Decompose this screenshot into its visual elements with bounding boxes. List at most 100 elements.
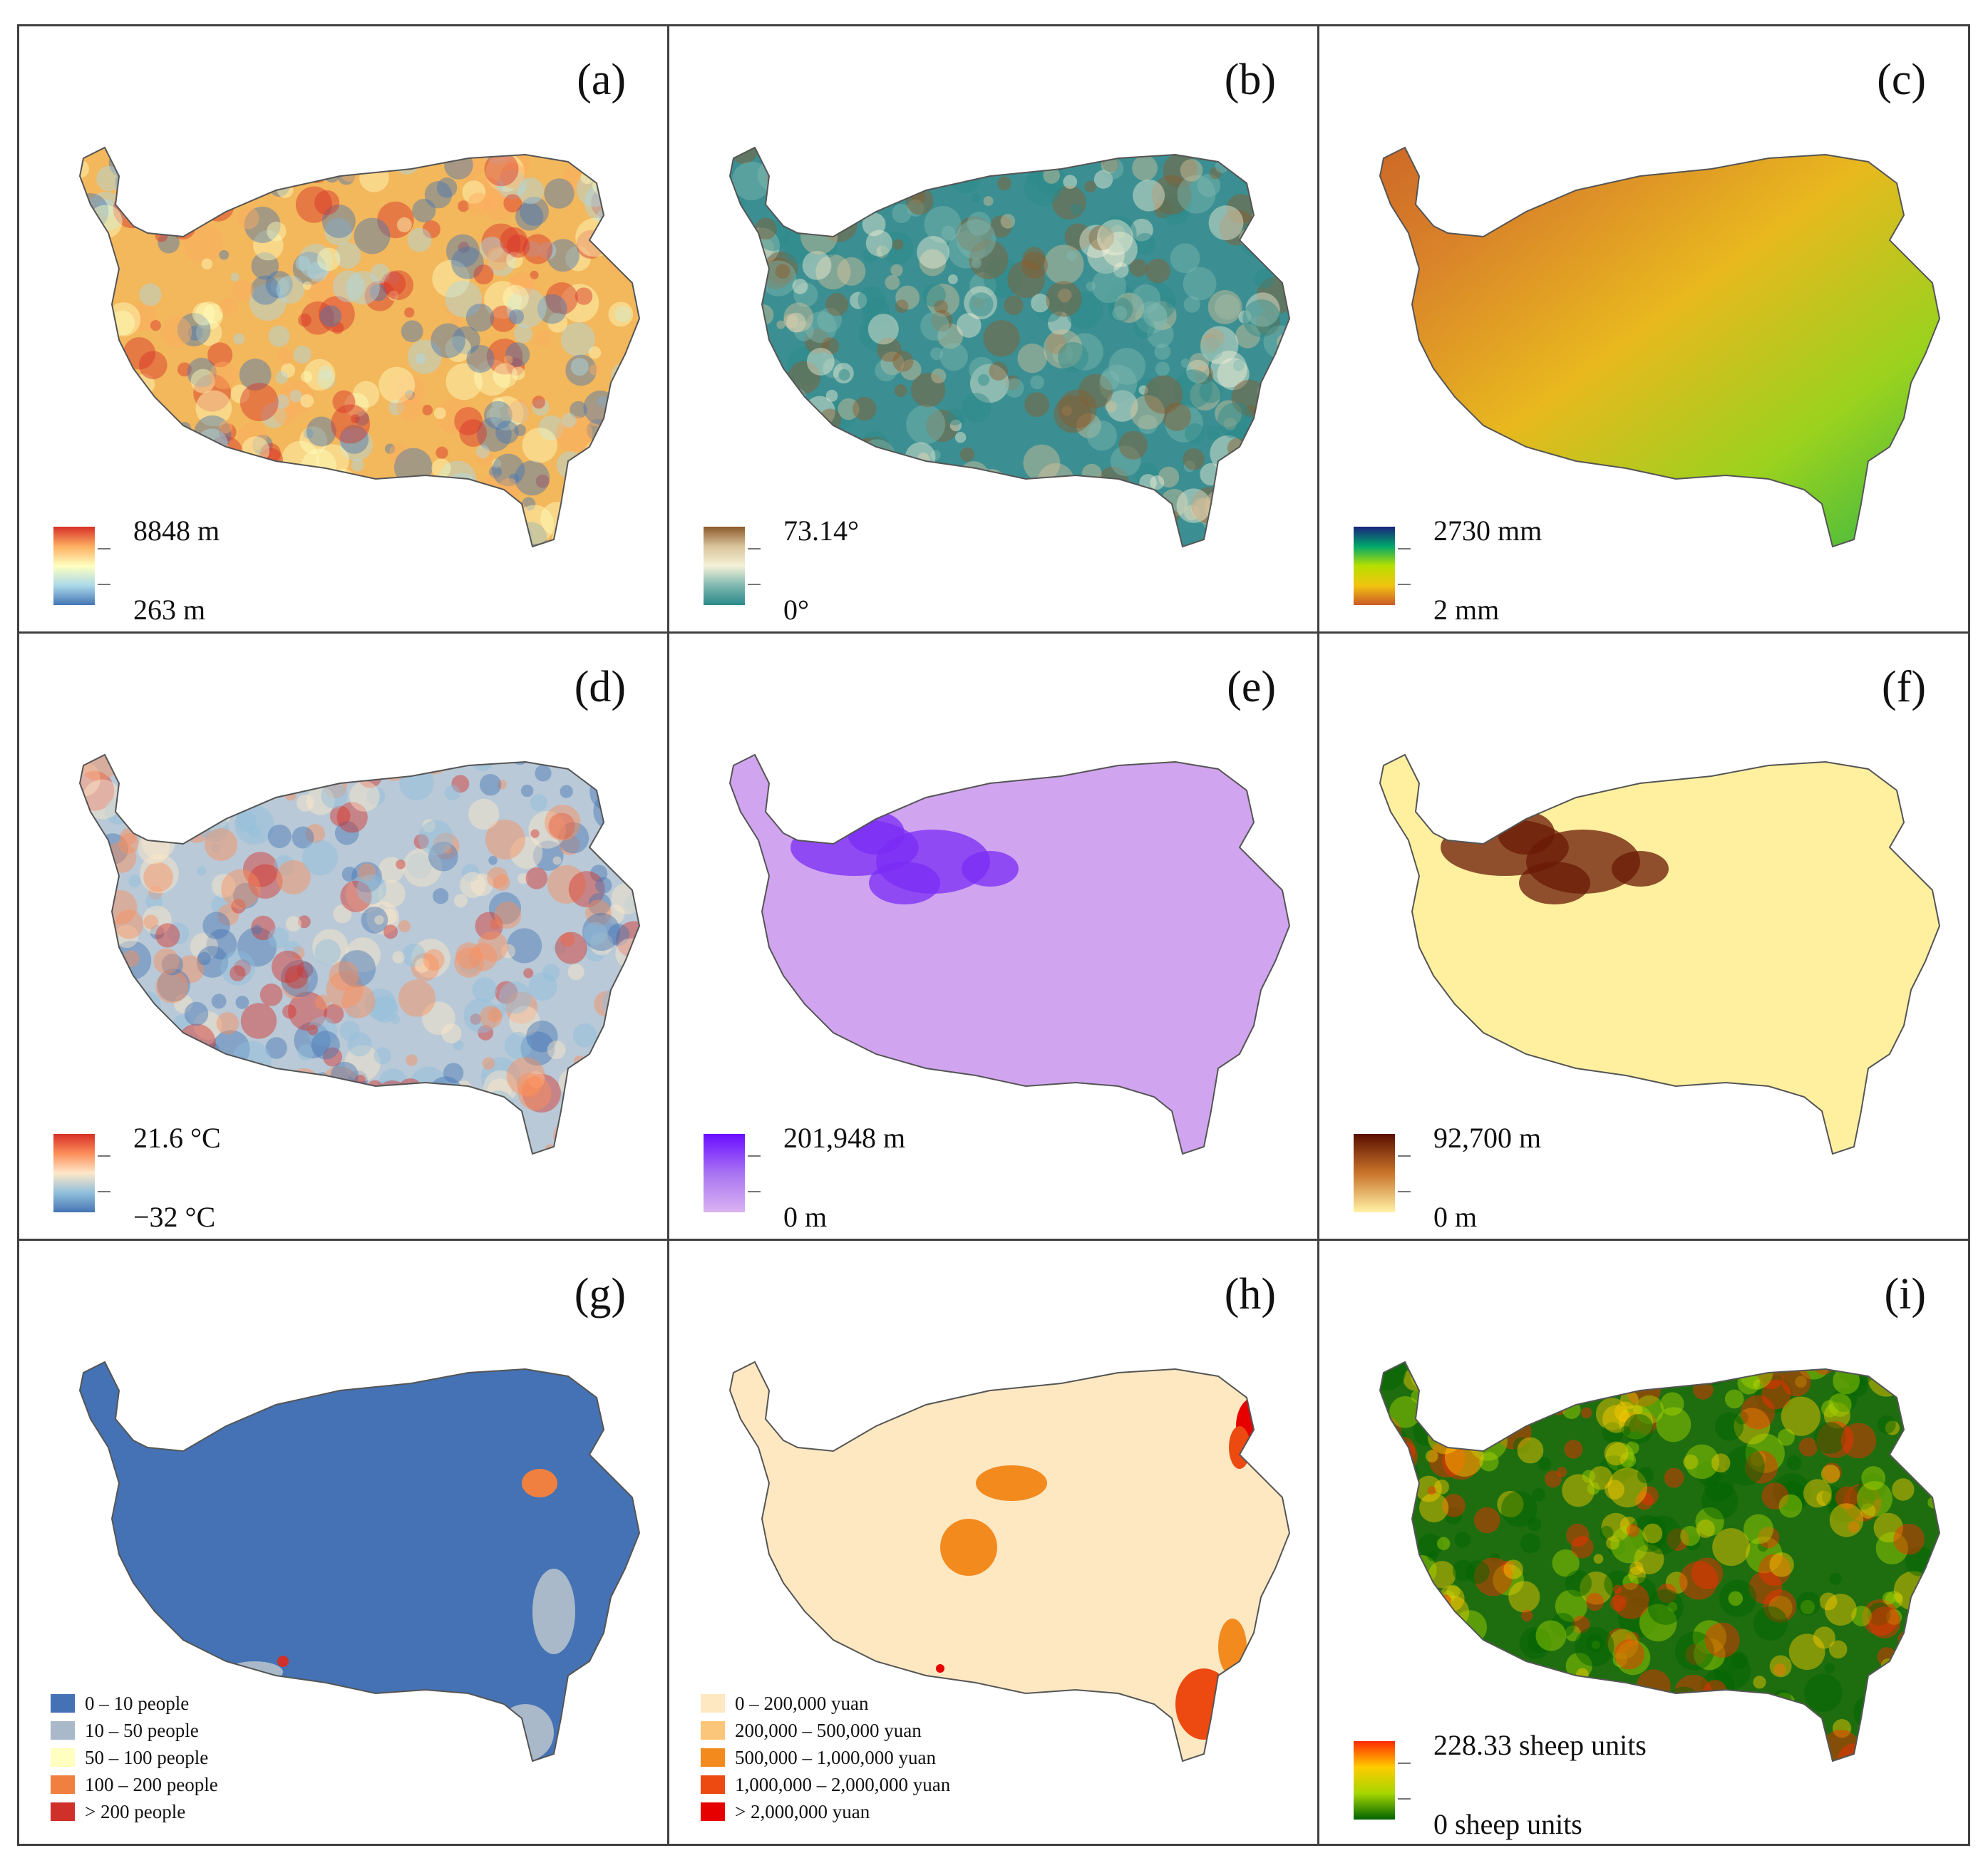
region-map	[728, 1361, 1291, 1763]
legend-min-label: 263 m	[133, 594, 206, 626]
legend-label: 0 – 200,000 yuan	[735, 1692, 869, 1714]
panel-label: (d)	[574, 663, 626, 711]
region-map	[78, 753, 641, 1155]
panel-label: (i)	[1884, 1270, 1926, 1319]
legend-swatch	[51, 1748, 75, 1767]
legend-item: 0 – 200,000 yuan	[701, 1690, 950, 1717]
panel-label: (f)	[1882, 663, 1926, 711]
legend-tick	[98, 1191, 110, 1192]
legend-tick	[1398, 1155, 1411, 1157]
legend-tick	[98, 548, 110, 549]
color-ramp	[1354, 527, 1395, 605]
class-legend: 0 – 200,000 yuan 200,000 – 500,000 yuan 50…	[701, 1690, 950, 1825]
grid-divider-h2	[19, 1239, 1968, 1241]
region-map	[1379, 753, 1941, 1155]
color-scale-legend: 2730 mm 2 mm	[1354, 515, 1710, 626]
region-map	[728, 146, 1291, 548]
legend-max-label: 201,948 m	[783, 1122, 906, 1154]
panel-label: (c)	[1877, 56, 1926, 104]
legend-item: 500,000 – 1,000,000 yuan	[701, 1744, 950, 1771]
legend-max-label: 92,700 m	[1433, 1122, 1542, 1154]
color-scale-legend: 201,948 m 0 m	[704, 1122, 1060, 1233]
map-panel-a: (a) 8848 m 263 m	[19, 26, 667, 632]
legend-max-label: 21.6 °C	[133, 1122, 221, 1154]
legend-label: > 200 people	[85, 1800, 186, 1822]
region-map	[78, 146, 641, 548]
map-panel-d: (d) 21.6 °C −32 °C	[19, 634, 667, 1239]
legend-min-label: 2 mm	[1433, 594, 1500, 626]
legend-swatch	[51, 1775, 75, 1794]
legend-swatch	[701, 1748, 725, 1767]
legend-item: 100 – 200 people	[51, 1771, 218, 1798]
legend-item: 50 – 100 people	[51, 1744, 218, 1771]
legend-min-label: 0 sheep units	[1433, 1808, 1582, 1840]
region-map	[1379, 146, 1941, 548]
legend-label: 500,000 – 1,000,000 yuan	[735, 1746, 936, 1768]
color-scale-legend: 73.14° 0°	[704, 515, 1060, 626]
map-panel-b: (b) 73.14° 0°	[669, 26, 1317, 632]
legend-swatch	[701, 1694, 725, 1713]
color-scale-legend: 92,700 m 0 m	[1354, 1122, 1710, 1233]
map-panel-g: (g) 0 – 10 people 10 – 50 people 50 – 100 p…	[19, 1241, 667, 1847]
panel-label: (b)	[1224, 56, 1276, 104]
panel-label: (e)	[1227, 663, 1276, 711]
legend-tick	[1398, 1763, 1411, 1764]
legend-swatch	[51, 1694, 75, 1713]
grid-divider-v2	[1317, 26, 1319, 1844]
color-ramp	[1354, 1134, 1395, 1212]
legend-min-label: 0 m	[1433, 1201, 1478, 1233]
legend-min-label: 0 m	[783, 1201, 828, 1233]
map-panel-f: (f) 92,700 m 0 m	[1319, 634, 1967, 1239]
legend-tick	[1398, 548, 1411, 549]
legend-item: > 2,000,000 yuan	[701, 1798, 950, 1825]
legend-label: 10 – 50 people	[85, 1719, 199, 1741]
legend-tick	[98, 584, 110, 585]
legend-max-label: 228.33 sheep units	[1433, 1729, 1647, 1761]
legend-tick	[748, 1155, 761, 1157]
region-map	[1379, 1361, 1941, 1763]
legend-tick	[1398, 1191, 1411, 1192]
legend-max-label: 8848 m	[133, 515, 220, 547]
legend-swatch	[51, 1802, 75, 1821]
legend-min-label: −32 °C	[133, 1201, 216, 1233]
map-panel-i: (i) 228.33 sheep units 0 sheep units	[1319, 1241, 1967, 1847]
legend-swatch	[51, 1721, 75, 1740]
legend-swatch	[701, 1721, 725, 1740]
legend-item: 10 – 50 people	[51, 1717, 218, 1744]
legend-tick	[1398, 584, 1411, 585]
color-ramp	[53, 527, 95, 605]
panel-label: (h)	[1224, 1270, 1276, 1319]
legend-tick	[98, 1155, 110, 1157]
grid-divider-h1	[19, 631, 1968, 634]
map-panel-c: (c) 2730 mm 2 mm	[1319, 26, 1967, 632]
legend-label: 200,000 – 500,000 yuan	[735, 1719, 922, 1741]
legend-swatch	[701, 1775, 725, 1794]
region-map	[78, 1361, 641, 1763]
legend-tick	[748, 584, 761, 585]
panel-label: (a)	[577, 56, 626, 104]
class-legend: 0 – 10 people 10 – 50 people 50 – 100 peop…	[51, 1690, 218, 1825]
color-ramp	[1354, 1741, 1395, 1820]
color-ramp	[53, 1134, 95, 1212]
region-map	[728, 753, 1291, 1155]
legend-label: 100 – 200 people	[85, 1773, 218, 1795]
color-scale-legend: 21.6 °C −32 °C	[53, 1122, 410, 1233]
legend-tick	[748, 548, 761, 549]
grid-divider-v1	[667, 26, 669, 1844]
legend-label: > 2,000,000 yuan	[735, 1800, 870, 1822]
legend-item: > 200 people	[51, 1798, 218, 1825]
legend-min-label: 0°	[783, 594, 809, 626]
legend-label: 0 – 10 people	[85, 1692, 190, 1714]
map-panel-h: (h) 0 – 200,000 yuan 200,000 – 500,000 yua…	[669, 1241, 1317, 1847]
color-scale-legend: 228.33 sheep units 0 sheep units	[1354, 1729, 1710, 1840]
legend-item: 200,000 – 500,000 yuan	[701, 1717, 950, 1744]
legend-tick	[1398, 1798, 1411, 1800]
legend-tick	[748, 1191, 761, 1192]
map-panel-e: (e) 201,948 m 0 m	[669, 634, 1317, 1239]
legend-swatch	[701, 1802, 725, 1821]
panel-label: (g)	[574, 1270, 626, 1319]
legend-label: 50 – 100 people	[85, 1746, 209, 1768]
color-ramp	[704, 1134, 745, 1212]
legend-label: 1,000,000 – 2,000,000 yuan	[735, 1773, 951, 1795]
legend-item: 1,000,000 – 2,000,000 yuan	[701, 1771, 950, 1798]
